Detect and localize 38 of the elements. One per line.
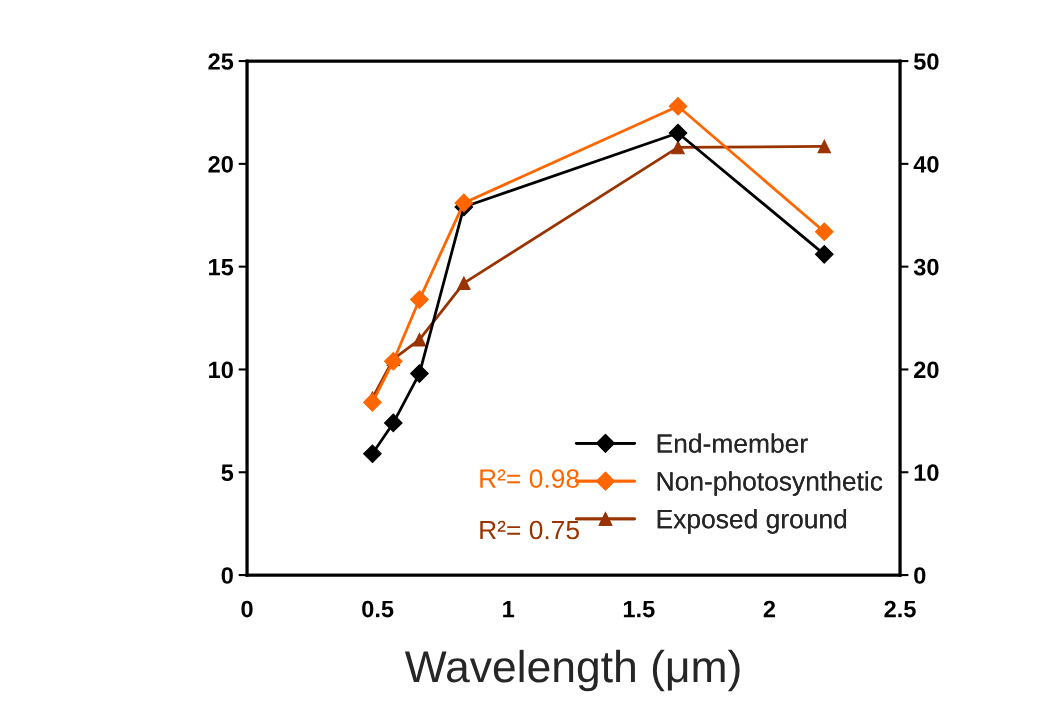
point [668,123,688,143]
x-tick-label: 1.5 [623,600,655,618]
y2-tick-label: 50 [913,53,939,70]
y2-tick-label: 0 [914,567,926,584]
y-tick-label: 25 [208,53,234,70]
point [814,222,834,242]
y-tick-label: 10 [209,361,233,379]
annotation: R²= 0.98 [480,469,579,488]
point [383,351,403,371]
point [817,139,832,154]
y-tick-label: 20 [208,155,233,173]
point [410,290,429,309]
y2-tick-label: 30 [913,258,939,276]
y-tick-label: 5 [221,464,234,482]
x-tick-label: 2.5 [884,600,916,618]
y2-tick-label: 10 [914,464,939,482]
point [668,96,688,116]
y-tick-label: 0 [221,567,233,584]
y2-tick-label: 40 [913,155,939,173]
point [671,140,685,155]
point [814,244,834,264]
point [412,332,427,347]
y-tick-label: 15 [209,258,234,276]
x-tick-label: 0.5 [362,600,394,618]
y2-tick-label: 20 [914,361,939,379]
annotation: R²= 0.75 [480,520,579,540]
point [383,413,403,433]
x-tick-label: 0 [241,600,253,618]
x-tick-label: 1 [503,600,515,618]
legend-label: Exposed ground [657,509,847,534]
point [410,364,429,383]
point [363,444,382,464]
point [363,393,382,412]
point [457,276,471,290]
x-tick-label: 2 [763,600,776,618]
legend-label: End-member [657,433,808,453]
x-axis-title: Wavelength (μm) [404,649,740,692]
legend-label: Non-photosynthetic [657,471,883,496]
